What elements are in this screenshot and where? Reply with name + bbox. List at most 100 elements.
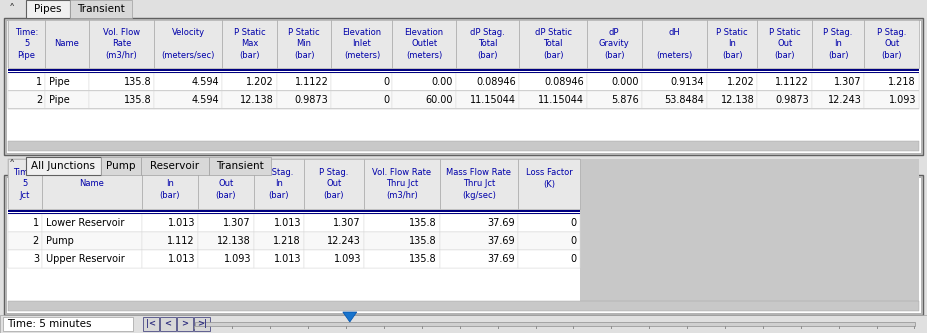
Bar [8,108,919,109]
Bar [6,177,921,313]
Text: 1.307: 1.307 [833,77,861,87]
Text: P Stag.
In
(bar): P Stag. In (bar) [823,28,853,60]
Bar [707,20,757,68]
Text: Pipe: Pipe [49,95,70,105]
Text: Vol. Flow Rate
Thru Jct
(m3/hr): Vol. Flow Rate Thru Jct (m3/hr) [373,168,432,199]
Bar [42,214,142,232]
Text: 37.69: 37.69 [488,236,515,246]
Text: 12.243: 12.243 [828,95,861,105]
Bar [209,157,271,175]
Bar [364,214,440,232]
Text: Elevation
Inlet
(meters): Elevation Inlet (meters) [342,28,382,60]
Bar [8,214,42,232]
Bar [440,232,518,250]
Text: Lower Reservoir: Lower Reservoir [46,218,124,228]
Text: Upper Reservoir: Upper Reservoir [46,254,125,264]
Text: dP Static
Total
(bar): dP Static Total (bar) [535,28,572,60]
Text: 37.69: 37.69 [488,254,515,264]
Text: 1.093: 1.093 [223,254,251,264]
Bar [519,20,587,68]
Text: Time:
5
Pipe: Time: 5 Pipe [15,28,38,60]
Text: dP Stag.
Total
(bar): dP Stag. Total (bar) [470,28,505,60]
Bar [26,157,101,175]
Bar [155,91,222,109]
Text: 1.218: 1.218 [888,77,916,87]
Text: Vol. Flow
Rate
(m3/hr): Vol. Flow Rate (m3/hr) [103,28,140,60]
Text: Time: 5 minutes: Time: 5 minutes [7,319,92,329]
Text: P Stag.
In
(bar): P Stag. In (bar) [264,168,294,199]
Bar [8,20,919,68]
Bar [45,73,89,91]
Text: 2: 2 [32,236,39,246]
Bar [331,20,392,68]
Bar [864,91,919,109]
Bar [233,326,234,329]
Bar [687,326,688,329]
Text: 0: 0 [384,77,389,87]
Text: Elevation
Outlet
(meters): Elevation Outlet (meters) [404,28,444,60]
Bar [331,73,392,91]
Bar [422,326,423,329]
Text: 53.8484: 53.8484 [665,95,705,105]
Bar [839,326,840,329]
Text: P Static
Out
(bar): P Static Out (bar) [210,168,242,199]
Bar [757,73,812,91]
Bar [89,91,155,109]
Bar [254,250,304,268]
Text: 12.138: 12.138 [217,236,251,246]
Bar [8,159,42,209]
Bar [580,159,919,311]
Text: Transient: Transient [77,4,125,14]
Bar [8,20,45,68]
Bar [392,73,456,91]
Bar [42,159,142,209]
Bar [271,326,272,329]
Bar [801,326,802,329]
Bar [254,214,304,232]
Bar [707,73,757,91]
Polygon shape [343,312,357,322]
Bar [222,73,277,91]
Text: 4.594: 4.594 [192,77,219,87]
Bar [155,20,222,68]
Bar [8,73,919,91]
Text: Mass Flow Rate
Thru Jct
(kg/sec): Mass Flow Rate Thru Jct (kg/sec) [447,168,512,199]
Bar [864,73,919,91]
Bar [611,326,613,329]
Bar [707,91,757,109]
Bar [8,301,919,311]
Bar [304,250,364,268]
Bar [346,326,347,329]
Bar [101,157,141,175]
Bar [519,73,587,91]
Text: 1.307: 1.307 [223,218,251,228]
Bar [4,175,923,315]
Text: 1.093: 1.093 [334,254,361,264]
Bar [277,20,331,68]
Bar [518,159,580,209]
Text: Pipes: Pipes [34,4,62,14]
Bar [8,72,919,73]
Text: Velocity

(meters/sec): Velocity (meters/sec) [161,28,215,60]
Text: 37.69: 37.69 [488,218,515,228]
Bar [4,18,923,155]
Bar [864,20,919,68]
Text: <: < [164,319,171,328]
Bar [141,157,209,175]
Bar [304,232,364,250]
Text: 0.000: 0.000 [611,77,639,87]
Text: 0: 0 [571,236,577,246]
Bar [8,69,919,71]
Text: 135.8: 135.8 [410,218,437,228]
Bar [160,317,176,331]
Bar [518,214,580,232]
Bar [142,214,198,232]
Bar [877,326,878,329]
Bar [177,317,193,331]
Text: P Static
Out
(bar): P Static Out (bar) [768,28,800,60]
Bar [42,232,142,250]
Bar [392,20,456,68]
Bar [456,20,519,68]
Bar [142,232,198,250]
Bar [42,250,142,268]
